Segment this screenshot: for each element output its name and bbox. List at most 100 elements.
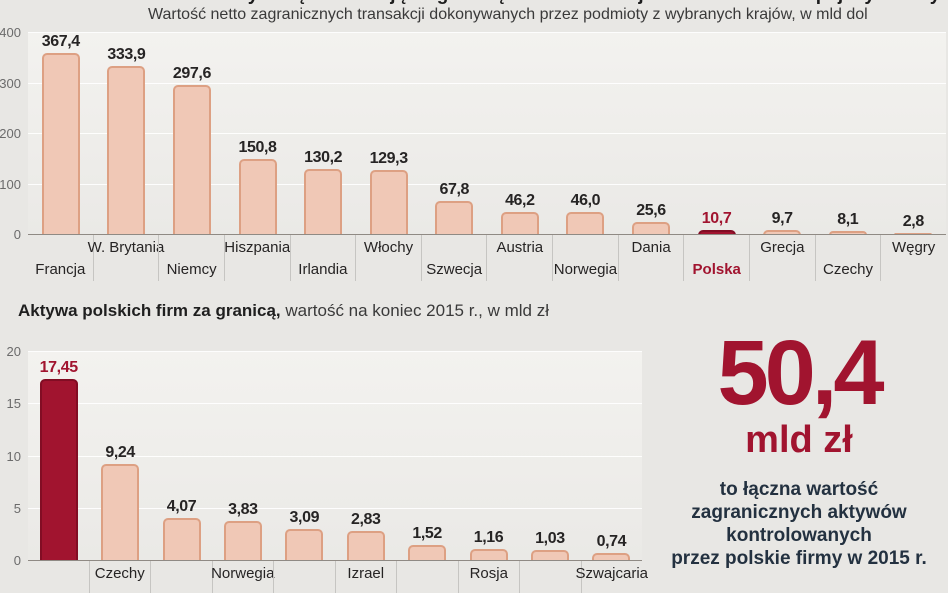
bar-Szwajcaria [592,553,631,561]
bar-value-label: 67,8 [439,180,470,198]
x-label-cell: Rosja [457,561,520,593]
bar-value-label: 0,74 [596,533,627,551]
bar-value-label: 2,83 [350,511,381,529]
bar-value-label: 10,7 [701,209,732,227]
chart1-x-axis-labels: Francja W. Brytania Niemcy Hiszpania Irlandi… [28,235,946,281]
bar-slot: 297,6 [159,33,225,235]
bar-value-label: 130,2 [304,149,343,167]
bar-Czechy [101,464,140,561]
gridline [28,234,946,235]
gridline [28,133,946,134]
chart2-bars: 17,45 9,24 4,07 3,83 3,09 2,83 1,52 1,16 1,03 0,7… [28,352,642,561]
bar-Norwegia [566,211,605,235]
caption-line: przez polskie firmy w 2015 r. [671,548,927,570]
chart2-title-rest: wartość na koniec 2015 r., w mld zł [280,301,549,320]
clipped-heading: Polskie firmy wciąż inwestują za granicą… [140,0,940,5]
big-number: 50,4 [717,322,884,424]
y-axis-tick-label: 15 [6,396,21,412]
bar-slot: 17,45 [28,352,89,561]
bar-slot: 1,52 [396,352,457,561]
chart1-bars: 367,4 333,9 297,6 150,8 130,2 129,3 67,8 46,2 46… [28,33,946,235]
x-axis-label: Włochy [363,239,414,256]
bar-value-label: 46,2 [505,191,535,209]
caption-line: zagranicznych aktywów [691,502,907,524]
bar-Rosja [469,548,508,561]
x-label-cell: Włochy [355,235,421,281]
bar-Niemcy [172,84,211,235]
x-label-cell: Polska [683,235,749,281]
gridline [28,560,642,561]
x-label-cell: Czechy [814,235,881,281]
x-label-cell: Czechy [88,561,151,593]
bar-value-label: 367,4 [41,33,80,50]
bar-col-1 [39,378,78,561]
x-label-cell [396,561,458,593]
caption-line: to łączna wartość [719,479,879,501]
y-axis-tick-label: 0 [13,227,21,242]
bar-slot: 150,8 [225,33,291,235]
gridline [28,183,946,185]
bar-Norwegia [223,520,262,561]
chart1-plot: 367,4 333,9 297,6 150,8 130,2 129,3 67,8 46,2 46… [28,32,946,235]
bar-slot: 1,03 [519,352,580,561]
chart2-title: Aktywa polskich firm za granicą, wartość… [18,301,549,321]
y-axis-tick-label: 300 [0,75,21,91]
x-axis-label: Polska [692,261,741,278]
x-axis-label: Francja [35,261,86,278]
x-axis-label: Irlandia [298,261,348,278]
x-axis-label: Dania [631,239,671,256]
bar-slot: 0,74 [581,352,642,561]
bar-Włochy [369,169,408,235]
x-axis-label: Austria [496,239,544,256]
bar-Dania [631,222,670,235]
caption-line: kontrolowanych [726,525,872,547]
bar-Irlandia [304,169,343,235]
bar-slot: 10,7 [684,33,750,235]
bar-Austria [500,211,539,235]
bar-col-7 [408,545,447,561]
x-label-cell: Grecja [749,235,815,281]
x-axis-label: Szwajcaria [575,565,649,582]
gridline [28,32,946,33]
bar-col-9 [530,550,569,561]
x-label-cell: Norwegia [552,235,618,281]
bar-slot: 3,09 [274,352,335,561]
x-label-cell: Niemcy [158,235,224,281]
x-label-cell [150,561,212,593]
x-label-cell [273,561,335,593]
bar-value-label: 297,6 [172,64,211,82]
chart2-plot: 17,45 9,24 4,07 3,83 3,09 2,83 1,52 1,16 1,03 0,7… [28,351,642,561]
bar-slot: 46,2 [487,33,553,235]
x-label-cell: Francja [28,235,93,281]
bar-Polska [697,229,736,235]
gridline [28,455,642,457]
x-label-cell: Izrael [334,561,397,593]
bar-col-3 [162,518,201,561]
x-label-cell: Austria [486,235,552,281]
x-axis-label: Węgry [891,239,936,256]
x-label-cell: W. Brytania [88,235,164,281]
x-axis-label: Hiszpania [224,239,291,256]
bar-value-label: 2,8 [902,213,924,230]
bar-value-label: 1,03 [535,530,565,548]
x-label-cell: Szwajcaria [575,561,648,593]
x-axis-label: Norwegia [553,261,618,278]
bar-slot: 1,16 [458,352,519,561]
bar-slot: 8,1 [815,33,881,235]
gridline [28,351,642,352]
y-axis-tick-label: 100 [0,176,21,192]
bar-slot: 9,7 [749,33,815,235]
x-axis-label: W. Brytania [87,239,165,256]
bar-value-label: 3,09 [289,508,320,526]
x-axis-label: Norwegia [211,565,275,582]
bar-Francja [41,53,80,235]
bar-W. Brytania [107,66,146,235]
highlight-panel: 50,4 mld zł to łączna wartość zagraniczn… [650,322,948,570]
gridline [28,82,946,84]
y-axis-tick-label: 200 [0,126,21,141]
bar-slot: 3,83 [212,352,273,561]
chart1-y-axis: 0 100 200 300 400 [0,25,26,242]
x-axis-label: Grecja [760,239,805,256]
x-label-cell: Hiszpania [223,235,290,281]
